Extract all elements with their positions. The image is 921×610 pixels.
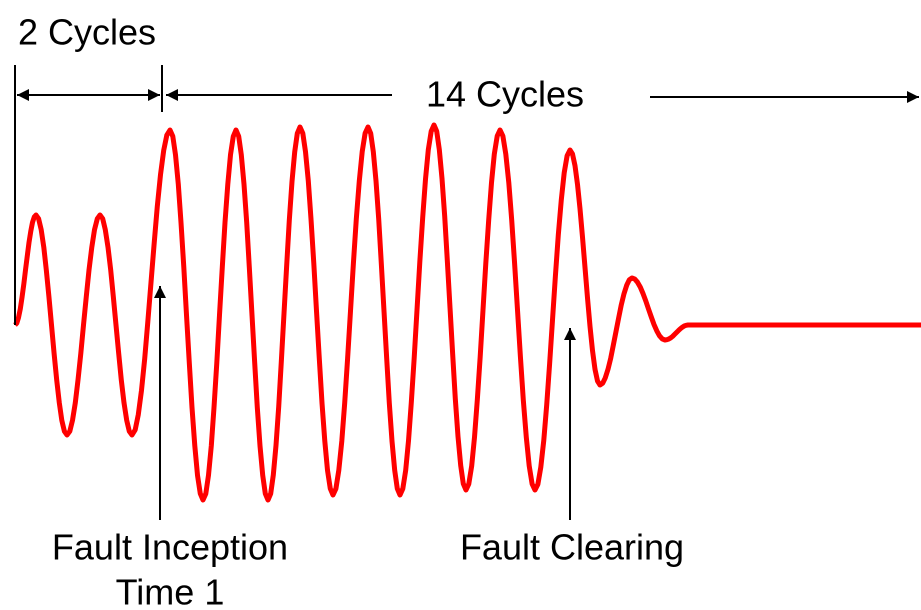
fourteen-cycles-label: 14 Cycles [426, 74, 584, 115]
fault-inception-label: Fault Inception [52, 527, 288, 568]
two-cycles-label: 2 Cycles [18, 12, 156, 53]
waveform [13, 122, 921, 503]
time-label: Time 1 [116, 572, 225, 610]
fault-clearing-label: Fault Clearing [460, 527, 684, 568]
